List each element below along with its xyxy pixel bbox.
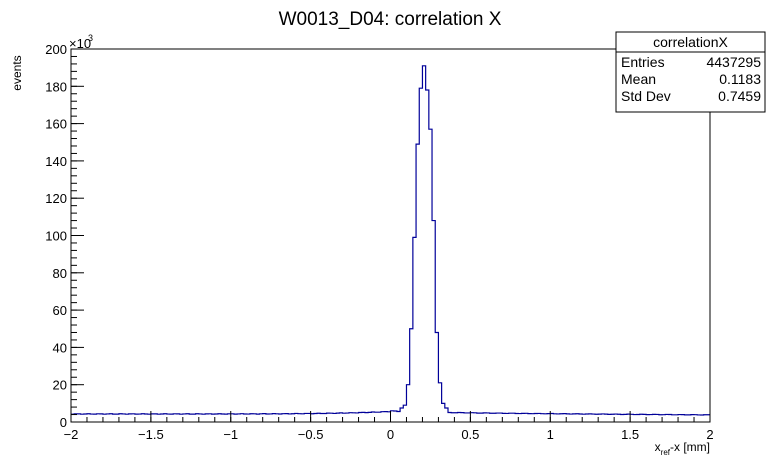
stats-box: correlationX Entries 4437295 Mean 0.1183 Std … bbox=[615, 31, 766, 113]
plot-area-border bbox=[70, 48, 711, 423]
stats-row-label: Std Dev bbox=[621, 88, 671, 104]
x-tick-label: −1.5 bbox=[138, 427, 164, 442]
y-tick-label: 20 bbox=[53, 378, 67, 393]
stats-row-value: 0.1183 bbox=[719, 71, 761, 87]
axes-layer: −2 −1.5 −1 −0.5 0 0.5 1 1.5 20204060801001201401… bbox=[10, 33, 714, 457]
stats-row-value: 4437295 bbox=[706, 54, 761, 70]
y-tick-label: 100 bbox=[45, 229, 67, 244]
x-axis-label: xref-x [mm] bbox=[655, 440, 710, 457]
stats-box-name: correlationX bbox=[653, 34, 728, 50]
x-tick-label: 1.5 bbox=[621, 427, 639, 442]
x-tick-label: 0.5 bbox=[461, 427, 479, 442]
y-tick-label: 140 bbox=[45, 154, 67, 169]
x-tick-label: −2 bbox=[64, 427, 79, 442]
stats-row-value: 0.7459 bbox=[718, 88, 761, 104]
y-tick-label: 80 bbox=[53, 266, 67, 281]
x-tick-label: −1 bbox=[223, 427, 238, 442]
y-tick-label: 180 bbox=[45, 79, 67, 94]
y-tick-label: 200 bbox=[45, 42, 67, 57]
y-multiplier: ×10 bbox=[69, 36, 91, 51]
x-tick-label: 1 bbox=[547, 427, 554, 442]
y-multiplier-exponent: 3 bbox=[88, 33, 93, 43]
histogram-line bbox=[71, 65, 710, 416]
y-axis-label: events bbox=[10, 55, 24, 90]
stats-row-label: Mean bbox=[621, 71, 656, 87]
y-tick-label: 160 bbox=[45, 117, 67, 132]
stats-box-frame bbox=[615, 31, 766, 113]
x-tick-label: 0 bbox=[387, 427, 394, 442]
histogram-layer bbox=[71, 65, 710, 416]
y-tick-label: 120 bbox=[45, 191, 67, 206]
y-tick-label: 40 bbox=[53, 340, 67, 355]
y-tick-label: 60 bbox=[53, 303, 67, 318]
chart-title: W0013_D04: correlation X bbox=[279, 9, 502, 30]
y-tick-label: 0 bbox=[60, 415, 67, 430]
x-tick-label: 2 bbox=[706, 427, 713, 442]
stats-row-label: Entries bbox=[621, 54, 665, 70]
x-tick-label: −0.5 bbox=[298, 427, 324, 442]
plot-frame bbox=[70, 48, 711, 423]
